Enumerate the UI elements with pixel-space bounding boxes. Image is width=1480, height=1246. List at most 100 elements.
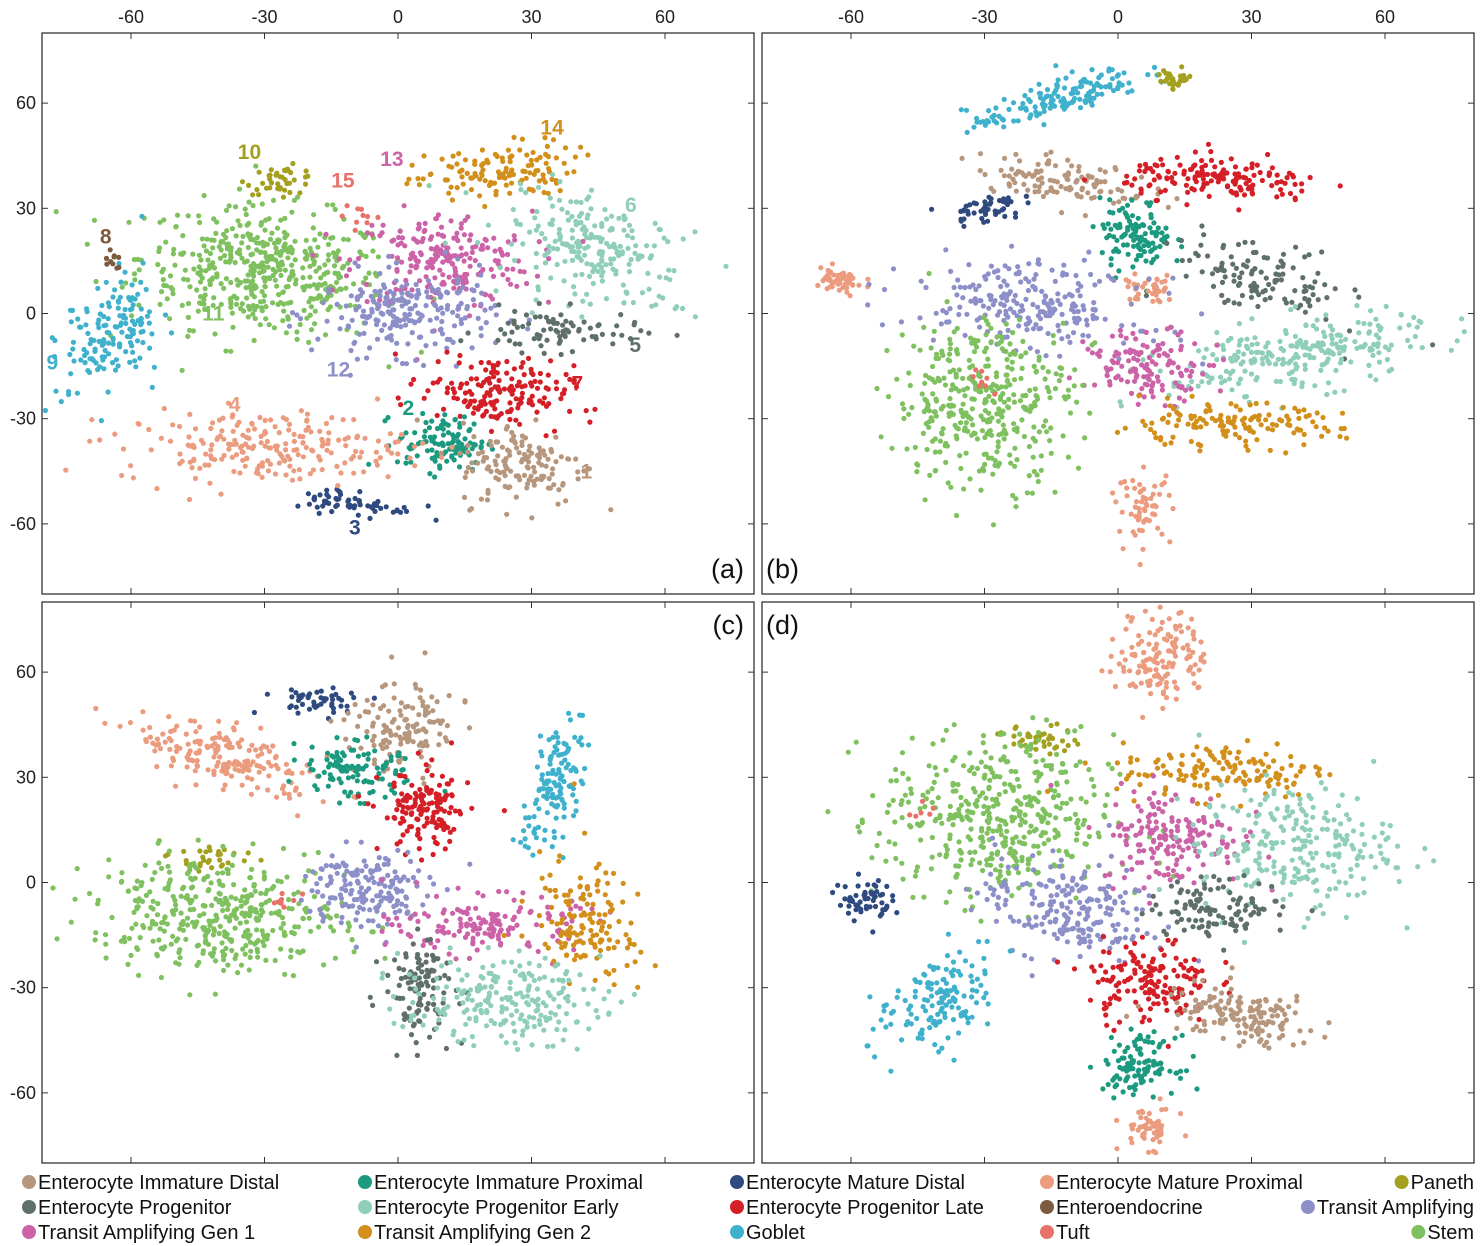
point (1302, 366, 1308, 372)
point (389, 238, 395, 244)
point (388, 754, 394, 760)
point (1215, 179, 1221, 185)
point (553, 155, 560, 161)
cluster-enterocyte-mature-proximal (63, 396, 455, 503)
point (246, 199, 252, 205)
point (947, 346, 953, 352)
point (393, 732, 399, 738)
point (599, 236, 605, 242)
point (267, 417, 274, 423)
point (975, 338, 981, 344)
point (81, 346, 87, 353)
point (1136, 393, 1142, 399)
point (1300, 275, 1306, 281)
point (466, 725, 473, 731)
point (1280, 251, 1287, 257)
point (444, 306, 450, 312)
point (558, 396, 564, 402)
point (502, 331, 508, 337)
point (357, 502, 363, 508)
point (330, 202, 336, 208)
point (944, 443, 951, 449)
point (947, 336, 953, 342)
point (360, 212, 366, 218)
point (413, 357, 419, 363)
point (1035, 177, 1041, 183)
point (355, 772, 361, 778)
point (564, 210, 571, 216)
point (299, 701, 306, 708)
point (356, 793, 362, 799)
point (501, 386, 507, 392)
point (465, 214, 471, 220)
point (1085, 190, 1091, 196)
point (316, 454, 322, 460)
point (467, 426, 473, 433)
point (1011, 309, 1017, 315)
point (463, 190, 469, 196)
point (1065, 176, 1071, 183)
point (1376, 335, 1382, 341)
point (208, 237, 214, 243)
point (1019, 365, 1025, 371)
point (837, 280, 843, 286)
point (1108, 256, 1114, 262)
point (532, 215, 538, 221)
point (438, 326, 444, 332)
point (1315, 270, 1321, 276)
point (509, 153, 515, 159)
point (74, 390, 80, 396)
point (302, 181, 309, 187)
point (535, 284, 541, 290)
point (341, 263, 347, 269)
point (428, 787, 434, 793)
point (162, 739, 168, 745)
point (412, 430, 418, 436)
point (1133, 195, 1139, 201)
point (1142, 495, 1148, 501)
point (384, 815, 390, 821)
point (986, 393, 992, 399)
point (1106, 66, 1112, 72)
point (237, 470, 243, 476)
point (1118, 377, 1124, 383)
point (431, 301, 437, 307)
point (563, 371, 569, 378)
point (99, 302, 105, 309)
point (1141, 222, 1147, 228)
point (608, 261, 614, 267)
x-tick-label: 0 (1113, 7, 1123, 27)
point (1122, 425, 1128, 431)
point (268, 180, 275, 186)
point (177, 461, 183, 467)
point (974, 115, 980, 121)
point (203, 451, 209, 457)
point (425, 704, 431, 710)
point (249, 445, 256, 452)
cluster-number-8: 8 (100, 225, 112, 248)
point (1111, 234, 1117, 240)
point (545, 154, 552, 160)
point (1178, 337, 1184, 343)
point (198, 294, 204, 300)
point (383, 737, 389, 743)
point (1199, 158, 1205, 164)
point (1142, 422, 1148, 428)
point (1108, 189, 1114, 195)
cluster-number-14: 14 (540, 117, 564, 140)
point (967, 476, 973, 482)
point (986, 410, 992, 416)
point (329, 415, 335, 421)
point (530, 149, 536, 156)
point (1296, 415, 1302, 421)
point (159, 289, 165, 295)
point (1033, 272, 1039, 278)
point (252, 315, 258, 322)
point (579, 210, 585, 216)
point (1162, 403, 1168, 409)
point (197, 219, 203, 226)
point (1121, 180, 1128, 186)
point (1129, 197, 1135, 203)
point (723, 263, 729, 269)
